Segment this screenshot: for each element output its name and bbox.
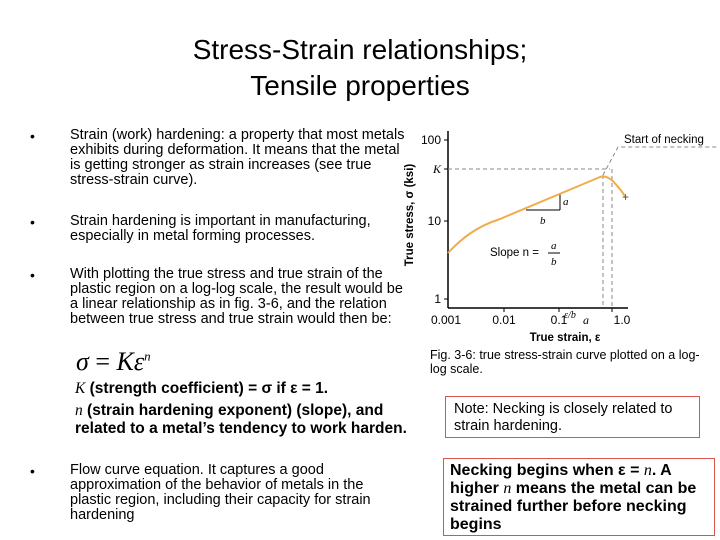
x-tick-label: 0.1 (551, 313, 568, 327)
k-definition: K (strength coefficient) = σ if ε = 1. (75, 380, 420, 398)
stress-strain-figure: + 100 K 10 1 True stress, σ (ksi) 0.001 … (404, 131, 718, 344)
start-of-necking-label: Start of necking (624, 134, 704, 146)
note2-post: means the metal can be strained further … (450, 480, 697, 533)
n-text: (strain hardening exponent) (slope), and… (75, 402, 407, 437)
slope-numerator: a (551, 240, 557, 252)
y-tick-label: 1 (434, 292, 441, 306)
eps-b-label: ε/b (564, 310, 576, 321)
bullet-marker: • (30, 267, 35, 283)
bullet-marker: • (30, 463, 35, 479)
triangle-a-label: a (563, 196, 569, 208)
bullet-marker: • (30, 214, 35, 230)
y-tick-label: 10 (428, 214, 442, 228)
k-symbol: K (75, 380, 86, 397)
fracture-mark: + (622, 190, 629, 204)
x-axis-label: True strain, ε (530, 332, 601, 344)
bullet-manufacturing: Strain hardening is important in manufac… (70, 213, 371, 244)
bullet-flow-curve: Flow curve equation. It captures a good … (70, 462, 371, 523)
x-tick-label: a (583, 313, 589, 327)
y-tick-label: K (432, 162, 442, 176)
bullet-strain-hardening: Strain (work) hardening: a property that… (70, 127, 405, 188)
x-tick-label: 0.01 (492, 313, 516, 327)
slide-title: Stress-Strain relationships; Tensile pro… (0, 32, 720, 104)
y-tick-label: 100 (421, 133, 441, 147)
x-tick-label: 0.001 (431, 313, 461, 327)
formula-rhs: Kε (116, 347, 145, 376)
note2-n1: n (643, 462, 652, 479)
necking-begins-box: Necking begins when ε = n. A higher n me… (443, 458, 715, 536)
x-tick-label: 1.0 (614, 313, 631, 327)
bullet-log-log: With plotting the true stress and true s… (70, 266, 403, 327)
title-line-2: Tensile properties (250, 70, 470, 101)
formula-eq: = (88, 347, 117, 376)
necking-leader (602, 146, 718, 176)
figure-caption: Fig. 3-6: true stress-strain curve plott… (430, 348, 700, 376)
true-stress-strain-curve (447, 175, 627, 254)
k-text: (strength coefficient) = σ if ε = 1. (85, 380, 329, 397)
formula-lhs: σ (76, 347, 89, 376)
y-axis-label: True stress, σ (ksi) (404, 164, 416, 267)
slope-denominator: b (551, 256, 557, 268)
note2-mid: . A higher (450, 462, 672, 497)
note2-n2: n (503, 480, 512, 497)
n-definition: n (strain hardening exponent) (slope), a… (75, 402, 420, 438)
title-line-1: Stress-Strain relationships; (192, 34, 528, 65)
bullet-marker: • (30, 128, 35, 144)
note2-pre: Necking begins when ε = (450, 462, 644, 479)
slope-label: Slope n = (490, 247, 539, 259)
n-symbol: n (75, 402, 83, 419)
triangle-b-label: b (540, 215, 546, 227)
necking-note-box: Note: Necking is closely related to stra… (445, 396, 700, 438)
flow-curve-formula: σ = Kεn (76, 347, 151, 377)
formula-exponent: n (144, 348, 151, 364)
